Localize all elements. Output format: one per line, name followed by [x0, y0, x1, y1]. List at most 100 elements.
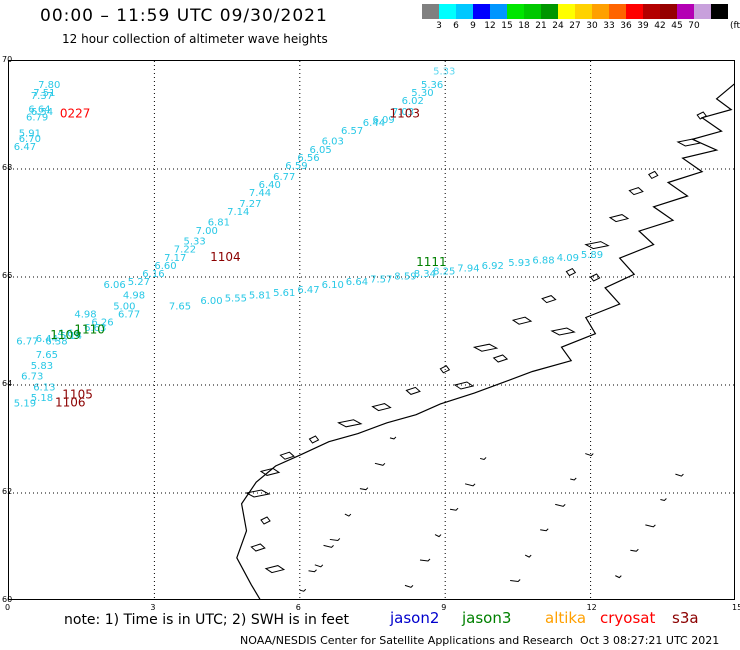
wave-height-label: 8.25 [433, 266, 455, 277]
island-outline [405, 386, 421, 395]
wave-height-label: 6.13 [33, 382, 55, 393]
legend-s3a: s3a [672, 609, 699, 627]
island-outline [279, 451, 295, 460]
wave-height-label: 7.17 [164, 253, 186, 264]
scale-swatch [643, 4, 660, 19]
wave-height-label: 6.40 [259, 180, 281, 191]
timestamp-text: Oct 3 08:27:21 UTC 2021 [580, 634, 720, 647]
lake-outline [449, 507, 459, 511]
lake-outline [585, 453, 594, 457]
x-tick-label: 12 [586, 603, 597, 612]
island-outline [628, 187, 644, 196]
wave-height-label: 7.14 [227, 207, 249, 218]
wave-height-label: 6.47 [14, 142, 36, 153]
wave-height-label: 6.64 [346, 277, 368, 288]
wave-height-label: 6.81 [208, 218, 230, 229]
legend-jason3: jason3 [462, 609, 512, 627]
island-outline [511, 316, 533, 325]
lake-outline [675, 473, 684, 477]
x-tick-label: 15 [732, 603, 740, 612]
wave-height-label: 6.60 [154, 261, 176, 272]
wave-height-label: 6.77 [273, 172, 295, 183]
scale-swatch [439, 4, 456, 19]
wave-height-label: 6.59 [285, 161, 307, 172]
wave-height-label: 5.19 [14, 399, 36, 410]
scale-label: 36 [620, 21, 632, 31]
scale-label: 18 [518, 21, 530, 31]
scale-swatch [456, 4, 473, 19]
lake-outline [329, 538, 341, 541]
wave-height-label: 5.27 [128, 277, 150, 288]
wave-height-label: 7.94 [457, 264, 479, 275]
coastline [236, 83, 734, 599]
lake-outline [323, 544, 334, 548]
legend-altika: altika [545, 609, 587, 627]
lake-outline [344, 513, 352, 517]
lake-outline [389, 436, 397, 440]
island-outline [259, 467, 281, 476]
island-outline [264, 565, 286, 574]
wave-height-label: 5.83 [31, 361, 53, 372]
x-tick-label: 9 [441, 603, 447, 612]
wave-height-label: 7.80 [38, 80, 60, 91]
wave-height-label: 6.56 [297, 153, 319, 164]
legend-jason2: jason2 [390, 609, 440, 627]
wave-height-label: 6.06 [104, 280, 126, 291]
island-outline [337, 419, 363, 428]
scale-swatch [524, 4, 541, 19]
lake-outline [570, 477, 577, 481]
scale-swatch [694, 4, 711, 19]
scale-swatch [575, 4, 592, 19]
x-tick-label: 0 [5, 603, 11, 612]
y-tick-label: 60 [2, 595, 13, 604]
scale-label: 12 [484, 21, 496, 31]
wave-height-label: 6.79 [26, 112, 48, 123]
x-tick-label: 6 [295, 603, 301, 612]
lake-outline [308, 569, 317, 573]
scale-swatch [677, 4, 694, 19]
wave-height-label: 7.03 [392, 107, 414, 118]
scale-label: 45 [671, 21, 683, 31]
y-tick-label: 62 [2, 487, 13, 496]
scale-label: 70 [688, 21, 700, 31]
scale-swatch [609, 4, 626, 19]
lake-outline [359, 487, 369, 491]
lake-outline [540, 528, 549, 532]
wave-height-label: 6.02 [402, 96, 424, 107]
scale-swatch [473, 4, 490, 19]
scale-label: 33 [603, 21, 615, 31]
x-tick-label: 3 [150, 603, 156, 612]
wave-height-label: 7.65 [169, 301, 191, 312]
lake-outline [464, 483, 476, 487]
wave-height-label: 6.10 [322, 280, 344, 291]
wave-height-label: 6.54 [31, 107, 53, 118]
pass-time-label: 1103 [390, 107, 421, 121]
island-outline [439, 365, 451, 374]
wave-height-label: 7.51 [33, 88, 55, 99]
lake-outline [299, 588, 307, 592]
island-outline [584, 241, 610, 250]
scale-label: 9 [470, 21, 476, 31]
map-subtitle: 12 hour collection of altimeter wave hei… [62, 32, 328, 46]
wave-height-label: 7.00 [196, 226, 218, 237]
wave-height-label: 6.26 [91, 318, 113, 329]
wave-height-label: 4.98 [123, 291, 145, 302]
scale-swatch [490, 4, 507, 19]
wave-height-label: 7.22 [174, 245, 196, 256]
lake-outline [615, 575, 622, 579]
wave-height-label: 5.33 [184, 237, 206, 248]
wave-height-label: 5.55 [225, 293, 247, 304]
wave-height-label: 6.92 [482, 261, 504, 272]
island-outline [260, 516, 271, 525]
wave-height-label: 5.36 [421, 80, 443, 91]
y-tick-label: 68 [2, 163, 13, 172]
wave-height-label: 7.57 [370, 274, 392, 285]
scale-swatch [592, 4, 609, 19]
scale-swatch [660, 4, 677, 19]
map-plot: 5.33 5.36 5.30 6.02 7.03 6.09 6.44 6.57 6.03 6.05… [8, 60, 735, 600]
wave-height-label: 5.14 [60, 331, 82, 342]
wave-height-label: 5.30 [411, 88, 433, 99]
lake-outline [524, 554, 532, 558]
island-outline [453, 381, 475, 390]
wave-height-label: 7.37 [31, 91, 53, 102]
